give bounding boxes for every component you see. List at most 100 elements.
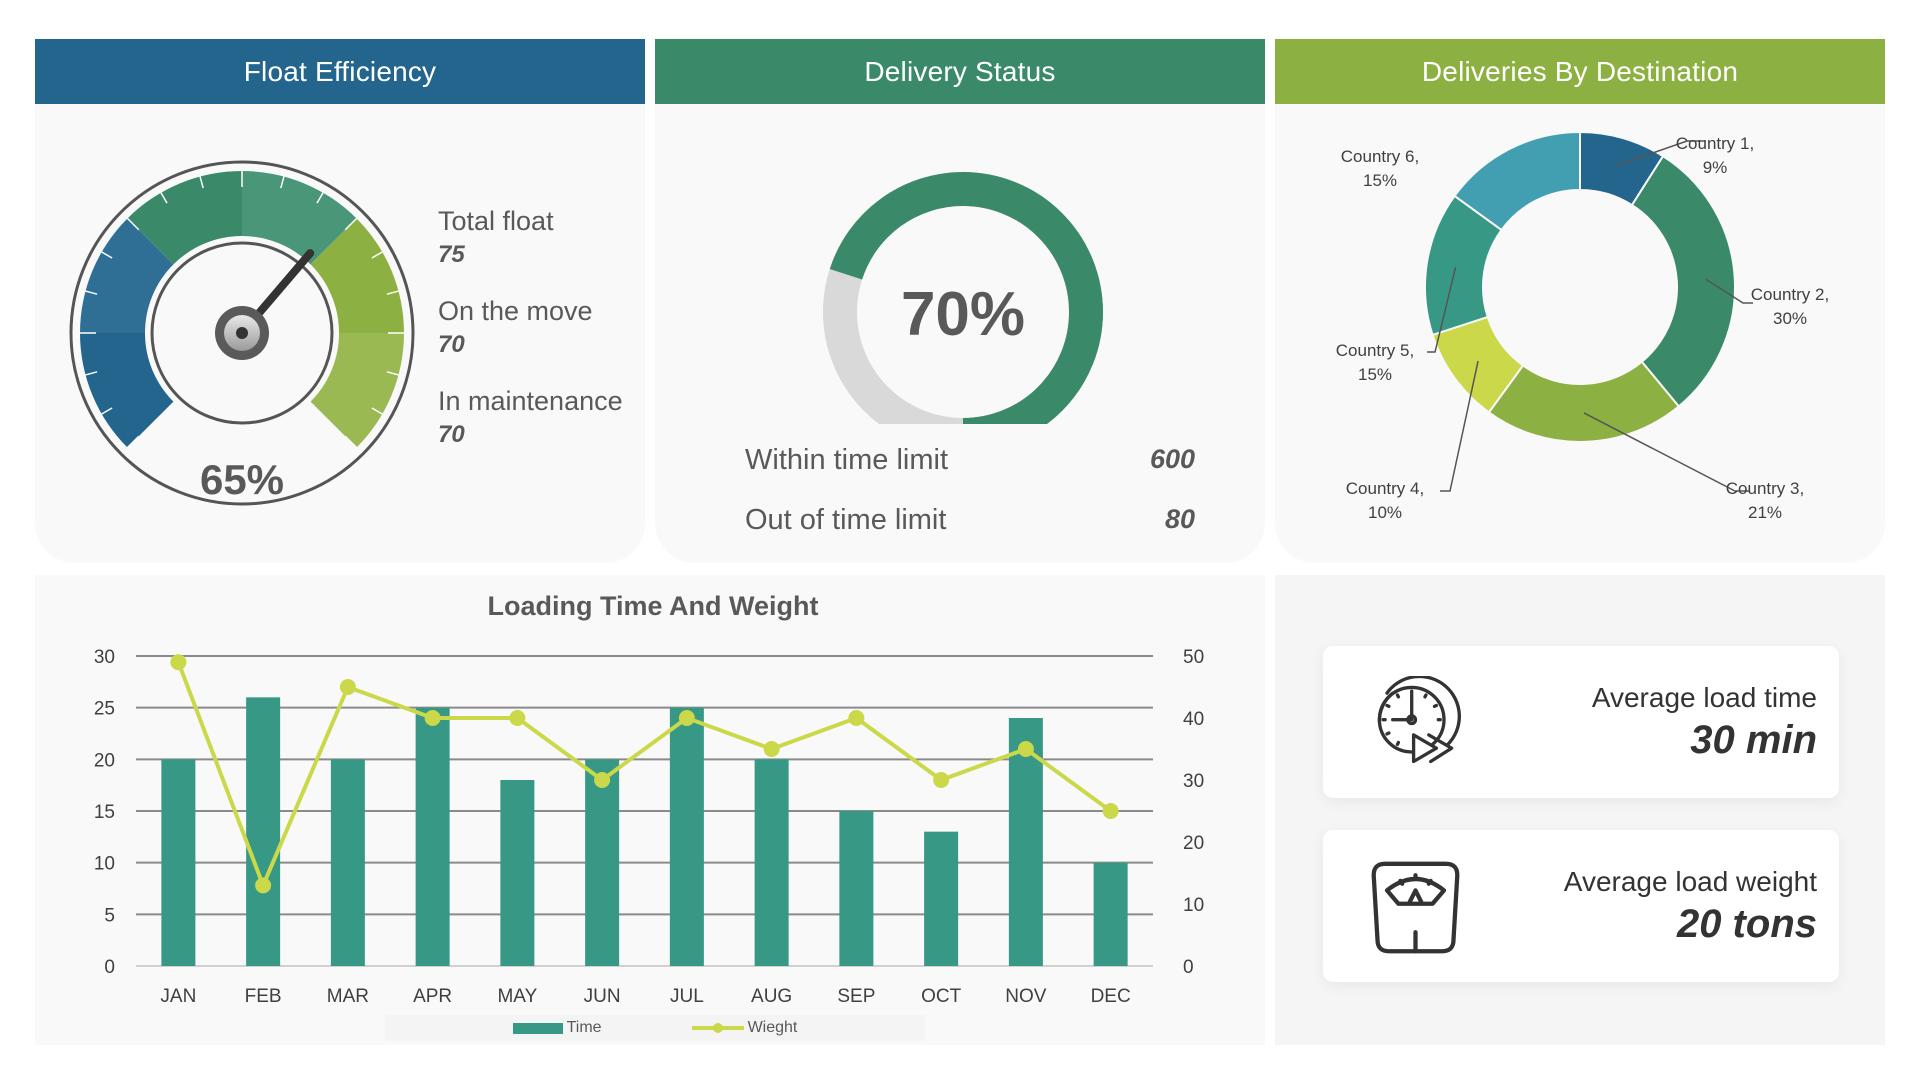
stat-total-float-label: Total float (438, 206, 554, 236)
leader-line (1427, 267, 1457, 353)
x-tick-label: FEB (245, 986, 282, 1007)
slice-label-percent: 9% (1703, 158, 1728, 177)
weight-point (509, 710, 526, 726)
gauge-tick (101, 251, 113, 259)
y-left-tick-label: 20 (94, 750, 115, 771)
gauge-tick (386, 290, 399, 295)
stat-on-the-move-label: On the move (438, 296, 593, 326)
gauge-tick (371, 407, 383, 415)
kpi-panel: Average load time 30 min Average load we… (1275, 575, 1885, 1045)
slice-label-name: Country 4, (1346, 479, 1424, 498)
x-tick-label: SEP (837, 986, 875, 1007)
legend-item-weight: Wieght (691, 1019, 797, 1037)
time-bar (924, 831, 959, 966)
slice-label-name: Country 1, (1676, 134, 1754, 153)
y-right-tick-label: 50 (1183, 647, 1204, 668)
loading-chart-panel: Loading Time And Weight 30 25 20 15 10 5 0 50 4… (35, 575, 1265, 1045)
gauge-tick (101, 407, 113, 415)
time-bar (839, 811, 874, 966)
weight-point (848, 710, 865, 726)
weight-point (1102, 803, 1119, 819)
time-bar (415, 707, 450, 966)
gauge-segment (310, 218, 404, 333)
leader-line (1705, 278, 1753, 304)
slice-label-name: Country 3, (1726, 479, 1804, 498)
y-right-tick-label: 20 (1183, 833, 1204, 854)
within-time-row: Within time limit 600 (745, 444, 1195, 477)
y-right-tick-label: 0 (1183, 957, 1194, 978)
out-of-time-label: Out of time limit (745, 504, 947, 536)
gauge-tick (344, 435, 358, 449)
out-of-time-row: Out of time limit 80 (745, 504, 1195, 537)
leader-line (1614, 140, 1705, 167)
leader-line (1440, 360, 1479, 492)
y-left-tick-label: 5 (104, 905, 115, 926)
y-left-tick-label: 25 (94, 699, 115, 720)
chart-legend: Time Wieght (385, 1015, 925, 1041)
float-efficiency-title: Float Efficiency (35, 39, 645, 104)
gauge-segment (80, 333, 174, 448)
slice-label-name: Country 2, (1751, 285, 1829, 304)
gauge-tick (386, 371, 399, 376)
time-bar (161, 759, 196, 966)
weight-point (424, 710, 441, 726)
x-tick-label: DEC (1091, 986, 1131, 1007)
delivery-status-panel: Delivery Status 70% Within time limit 60… (655, 39, 1265, 563)
weight-point (933, 772, 950, 788)
legend-time-label: Time (566, 1019, 602, 1036)
out-of-time-value: 80 (1164, 504, 1195, 534)
float-efficiency-gauge: 65% (69, 160, 415, 506)
gauge-tick (344, 217, 358, 231)
gauge-outer-ring (69, 160, 415, 506)
time-bar (330, 759, 365, 966)
y-left-tick-label: 30 (94, 647, 115, 668)
legend-bar-swatch (512, 1022, 563, 1034)
destination-slice (1453, 130, 1581, 232)
x-tick-label: JUL (670, 986, 704, 1007)
deliveries-by-destination-title: Deliveries By Destination (1275, 39, 1885, 104)
x-tick-label: AUG (751, 986, 792, 1007)
gauge-tick (280, 176, 285, 189)
within-time-label: Within time limit (745, 444, 949, 476)
slice-label-percent: 15% (1358, 365, 1392, 384)
x-tick-label: NOV (1005, 986, 1047, 1007)
weight-point (678, 710, 695, 726)
slice-label-name: Country 6, (1341, 147, 1419, 166)
y-left-tick-label: 15 (94, 802, 115, 823)
gauge-tick (160, 192, 168, 204)
destination-slice (1630, 154, 1736, 408)
stat-in-maintenance-value: 70 (438, 421, 465, 448)
time-bar (246, 697, 281, 966)
destination-donut-chart: Country 1, 9% Country 2, 30% Country 3, 21% Co… (1336, 130, 1829, 522)
gauge-tick (199, 176, 204, 189)
x-tick-label: APR (413, 986, 452, 1007)
x-tick-label: MAY (497, 986, 537, 1007)
gauge-tick (126, 217, 140, 231)
weight-point (170, 654, 187, 671)
gauge-tick (85, 371, 98, 376)
time-bar (669, 707, 704, 966)
x-tick-label: JUN (584, 986, 621, 1007)
gauge-tick (371, 251, 383, 259)
legend-item-time: Time (512, 1019, 602, 1037)
gauge-ticks (80, 171, 404, 449)
deliveries-by-destination-panel: Deliveries By Destination Country 1, 9% Co… (1275, 39, 1885, 563)
time-bar (500, 780, 535, 966)
kpi-card-load-time: Average load time 30 min (1323, 646, 1839, 798)
stat-in-maintenance-label: In maintenance (438, 386, 623, 416)
stat-total-float-value: 75 (438, 241, 465, 268)
slice-label-percent: 21% (1748, 503, 1782, 522)
kpi-load-weight-value: 20 tons (1676, 902, 1817, 946)
slice-label-percent: 10% (1368, 503, 1402, 522)
slice-label-percent: 30% (1773, 309, 1807, 328)
weight-point (594, 772, 611, 788)
chart-title: Loading Time And Weight (488, 591, 819, 621)
gauge-tick (316, 192, 324, 204)
time-bar (1093, 862, 1128, 966)
gauge-tick (85, 290, 98, 295)
gauge-segment (310, 333, 404, 448)
y-right-tick-label: 40 (1183, 709, 1204, 730)
weight-point (339, 679, 356, 695)
gauge-tick (126, 435, 140, 449)
